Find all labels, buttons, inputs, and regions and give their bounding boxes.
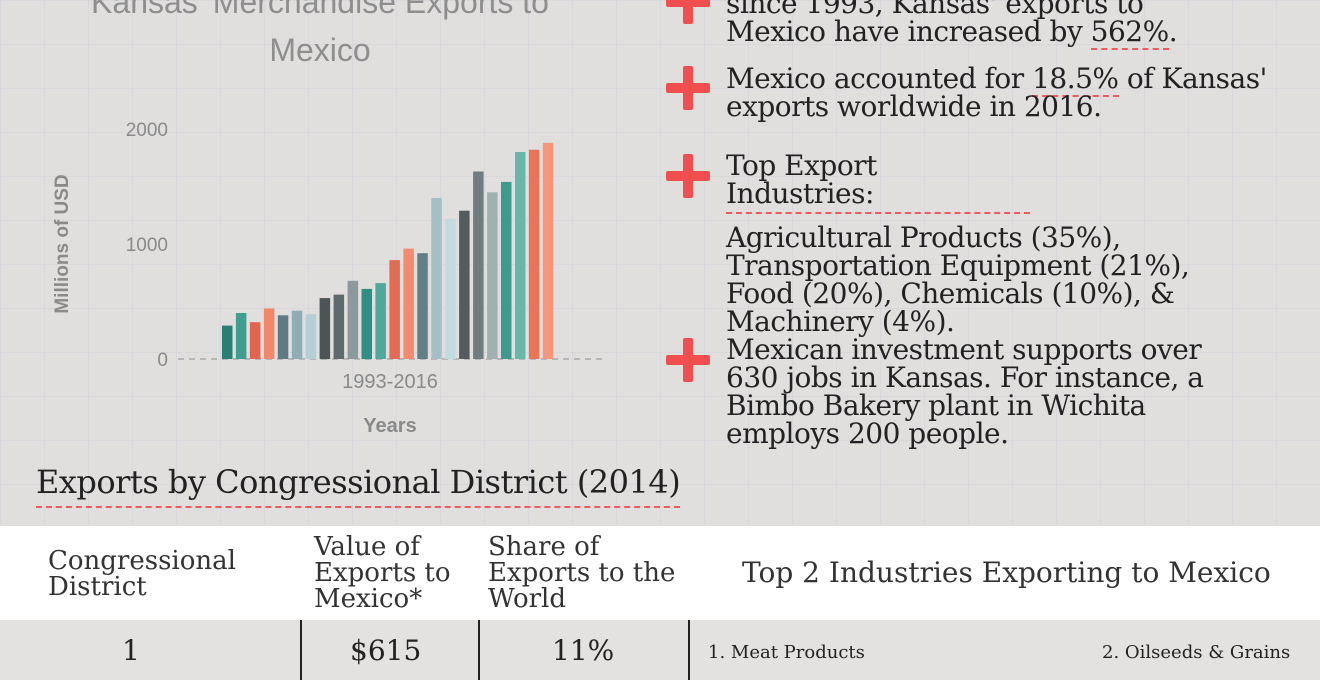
bullet-industries: Top Export Industries: Agricultural Prod… bbox=[726, 152, 1190, 338]
header-share: Share of Exports to the World bbox=[488, 534, 675, 612]
bar-2007 bbox=[417, 253, 428, 359]
column-divider bbox=[478, 620, 480, 680]
header-share-line2: Exports to the bbox=[488, 558, 676, 588]
plus-icon bbox=[666, 154, 710, 198]
bar-1997 bbox=[277, 315, 289, 359]
bar-2012 bbox=[487, 192, 498, 360]
bullet-growth: since 1993, Kansas' exports to Mexico ha… bbox=[726, 0, 1178, 50]
bar-2014 bbox=[515, 152, 526, 359]
y-tick-2000: 2000 bbox=[126, 120, 168, 141]
industries-line3: Food (20%), Chemicals (10%), & bbox=[726, 277, 1175, 310]
bullet-growth-line1: since 1993, Kansas' exports to bbox=[726, 0, 1144, 20]
investment-line2: 630 jobs in Kansas. For instance, a bbox=[726, 361, 1204, 394]
plus-icon bbox=[666, 338, 710, 382]
bullet-share-line2: exports worldwide in 2016. bbox=[726, 90, 1102, 123]
bullet-growth-text: Mexico have increased by bbox=[726, 15, 1091, 48]
bar-1993 bbox=[222, 325, 233, 359]
chart-title-line1: Kansas' Merchandise Exports to bbox=[91, 0, 549, 20]
header-share-line1: Share of bbox=[488, 532, 600, 562]
header-district-line2: District bbox=[48, 572, 147, 602]
bullet-growth-period: . bbox=[1168, 15, 1178, 48]
bar-1995 bbox=[249, 322, 261, 359]
header-value-line1: Value of bbox=[314, 532, 420, 562]
investment-line4: employs 200 people. bbox=[726, 417, 1009, 450]
y-tick-1000: 1000 bbox=[126, 235, 168, 256]
section-title: Exports by Congressional District (2014) bbox=[36, 462, 681, 508]
bar-2001 bbox=[333, 294, 345, 359]
cell-industry-1: 1. Meat Products bbox=[708, 642, 865, 663]
header-value-line3: Mexico* bbox=[314, 584, 423, 614]
table-row: 1 $615 11% 1. Meat Products 2. Oilseeds … bbox=[0, 620, 1320, 680]
bar-2015 bbox=[528, 149, 540, 359]
y-tick-0: 0 bbox=[157, 350, 168, 371]
period-label: 1993-2016 bbox=[342, 371, 438, 393]
cell-share: 11% bbox=[552, 634, 615, 667]
bar-2004 bbox=[375, 283, 386, 359]
bullet-share: Mexico accounted for 18.5% of Kansas' ex… bbox=[726, 62, 1267, 123]
header-industries: Top 2 Industries Exporting to Mexico bbox=[742, 556, 1271, 589]
header-value: Value of Exports to Mexico* bbox=[314, 534, 451, 612]
bullet-share-line1: Mexico accounted for 18.5% of Kansas' bbox=[726, 62, 1267, 97]
industries-line1: Agricultural Products (35%), bbox=[726, 221, 1121, 254]
header-district-line1: Congressional bbox=[48, 546, 236, 576]
share-percent: 18.5% bbox=[1032, 62, 1119, 97]
plus-icon bbox=[666, 0, 710, 24]
industries-line2: Transportation Equipment (21%), bbox=[726, 249, 1190, 282]
table-header: Congressional District Value of Exports … bbox=[0, 526, 1320, 620]
bullet-investment: Mexican investment supports over 630 job… bbox=[726, 333, 1204, 450]
cell-industry-2: 2. Oilseeds & Grains bbox=[1102, 642, 1291, 663]
bar-1994 bbox=[235, 313, 247, 359]
bar-2008 bbox=[431, 198, 442, 359]
bullet-share-suffix: of Kansas' bbox=[1118, 62, 1267, 95]
bar-2011 bbox=[473, 171, 484, 359]
bar-series bbox=[222, 142, 554, 360]
x-axis-label: Years bbox=[363, 415, 416, 437]
header-value-line2: Exports to bbox=[314, 558, 451, 588]
cell-value: $615 bbox=[350, 634, 422, 667]
column-divider bbox=[688, 620, 690, 680]
bar-2013 bbox=[501, 181, 512, 359]
y-axis-label: Millions of USD bbox=[52, 174, 73, 313]
bar-2003 bbox=[361, 288, 372, 360]
bullet-growth-line2: Mexico have increased by 562%. bbox=[726, 15, 1178, 50]
bar-1998 bbox=[291, 310, 303, 359]
industries-line4: Machinery (4%). bbox=[726, 305, 955, 338]
growth-percent: 562% bbox=[1090, 15, 1169, 50]
investment-line1: Mexican investment supports over bbox=[726, 333, 1202, 366]
investment-line3: Bimbo Bakery plant in Wichita bbox=[726, 389, 1146, 422]
industries-heading: Top Export Industries: bbox=[726, 152, 1030, 214]
chart-title: Kansas' Merchandise Exports to Mexico bbox=[40, 0, 600, 74]
chart-title-line2: Mexico bbox=[269, 32, 371, 68]
bar-2006 bbox=[403, 248, 414, 359]
header-share-line3: World bbox=[488, 584, 566, 614]
bar-2002 bbox=[347, 280, 359, 359]
cell-district: 1 bbox=[122, 634, 140, 667]
plus-icon bbox=[666, 66, 710, 110]
header-district: Congressional District bbox=[48, 548, 236, 600]
bar-1996 bbox=[263, 308, 275, 359]
bar-2000 bbox=[319, 298, 331, 360]
bar-2016 bbox=[542, 142, 554, 359]
bar-2005 bbox=[389, 260, 400, 359]
bar-2009 bbox=[445, 218, 456, 359]
bar-1999 bbox=[305, 314, 317, 359]
bar-chart: 0 1000 2000 Millions of USD 1993-2016 Ye… bbox=[52, 120, 604, 437]
column-divider bbox=[300, 620, 302, 680]
bullet-share-text: Mexico accounted for bbox=[726, 62, 1033, 95]
bar-2010 bbox=[459, 210, 470, 359]
